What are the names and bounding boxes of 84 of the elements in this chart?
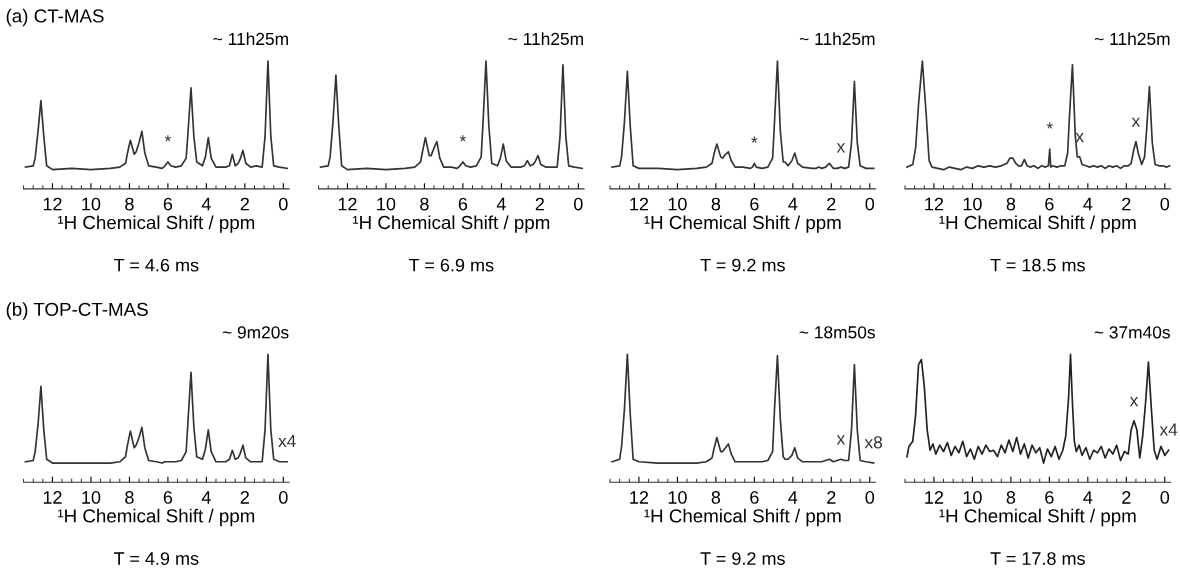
x-axis-title: ¹H Chemical Shift / ppm (353, 215, 550, 233)
x-tick-label: 4 (788, 197, 798, 211)
chart-subtitle: ~ 11h25m (1094, 32, 1170, 46)
x-tick-label: 8 (125, 491, 134, 504)
x-tick-label: 12 (43, 197, 62, 211)
x-tick-label: 6 (163, 197, 173, 211)
annotation: x4 (278, 435, 296, 448)
chart-subtitle: ~ 11h25m (508, 32, 583, 46)
text: T = 9.2 ms (700, 552, 785, 565)
annotation: x (1075, 132, 1084, 143)
x-tick-label: 10 (377, 197, 396, 211)
x-tick-label: 6 (750, 491, 759, 504)
x-tick-label: 2 (1122, 197, 1131, 211)
x-tick-label: 0 (1160, 197, 1170, 211)
x-tick-label: 2 (827, 491, 836, 504)
text: T = 18.5 ms (990, 258, 1085, 272)
chart-subtitle: ~ 11h25m (799, 32, 875, 46)
chart-title: (b) TOP-CT-MAS (6, 302, 148, 320)
text: T = 4.6 ms (114, 258, 199, 272)
chart-subtitle: ~ 9m20s (222, 326, 289, 339)
x-tick-label: 12 (925, 491, 944, 504)
chart-subtitle: ~ 37m40s (1094, 326, 1170, 339)
x-axis-title: ¹H Chemical Shift / ppm (58, 215, 255, 233)
x-tick-label: 4 (201, 197, 211, 211)
x-tick-label: 2 (240, 491, 249, 504)
annotation: x8 (864, 436, 883, 449)
chart-subtitle: ~ 11h25m (213, 32, 288, 46)
chart-title: (a) CT-MAS (6, 8, 104, 27)
x-tick-label: 0 (865, 197, 875, 211)
x-tick-label: 4 (1083, 491, 1093, 504)
x-tick-label: 2 (240, 197, 249, 211)
x-tick-label: 8 (420, 197, 429, 211)
x-tick-label: 10 (963, 491, 982, 504)
x-tick-label: 10 (963, 197, 982, 211)
x-axis-title: ¹H Chemical Shift / ppm (939, 508, 1136, 527)
x-tick-label: 8 (1006, 197, 1016, 211)
x-tick-label: 12 (43, 491, 62, 504)
x-tick-label: 6 (1045, 197, 1054, 211)
x-tick-label: 2 (827, 197, 836, 211)
chart-subtitle: ~ 18m50s (799, 326, 875, 339)
x-tick-label: 6 (750, 197, 759, 211)
x-tick-label: 10 (82, 197, 101, 211)
x-axis-title: ¹H Chemical Shift / ppm (644, 215, 841, 233)
x-axis-title: ¹H Chemical Shift / ppm (644, 508, 841, 527)
x-tick-label: 12 (630, 197, 649, 211)
x-tick-label: 10 (82, 491, 101, 504)
x-tick-label: 4 (496, 197, 506, 211)
x-tick-label: 8 (125, 197, 134, 211)
x-tick-label: 2 (1122, 491, 1131, 504)
x-tick-label: 0 (1160, 491, 1170, 504)
x-tick-label: 4 (201, 491, 211, 504)
x-tick-label: 0 (279, 197, 288, 211)
annotation: x (836, 435, 846, 445)
annotation: * (1046, 122, 1053, 129)
x-tick-label: 0 (574, 197, 583, 211)
x-tick-label: 2 (535, 197, 544, 211)
annotation: x4 (1159, 423, 1178, 436)
x-tick-label: 6 (458, 197, 468, 211)
x-tick-label: 6 (163, 491, 173, 504)
annotation: x (836, 143, 846, 153)
x-axis-title: ¹H Chemical Shift / ppm (58, 508, 255, 527)
text: T = 9.2 ms (700, 258, 785, 272)
x-tick-label: 10 (668, 491, 687, 504)
x-tick-label: 8 (711, 197, 721, 211)
x-tick-label: 8 (711, 491, 721, 504)
x-axis-title: ¹H Chemical Shift / ppm (939, 215, 1136, 233)
annotation: x (1129, 396, 1139, 407)
text: T = 4.9 ms (114, 552, 199, 565)
annotation: x (1131, 117, 1141, 127)
annotation: * (164, 135, 171, 142)
text: T = 17.8 ms (990, 552, 1085, 565)
x-tick-label: 0 (279, 491, 288, 504)
annotation: * (459, 135, 466, 142)
annotation: * (751, 136, 758, 143)
x-tick-label: 0 (865, 491, 875, 504)
x-tick-label: 10 (668, 197, 687, 211)
x-tick-label: 4 (1083, 197, 1093, 211)
x-tick-label: 8 (1006, 491, 1016, 504)
x-tick-label: 12 (630, 491, 649, 504)
x-tick-label: 12 (338, 197, 357, 211)
text: T = 6.9 ms (409, 258, 494, 272)
x-tick-label: 4 (788, 491, 798, 504)
x-tick-label: 12 (925, 197, 944, 211)
x-tick-label: 6 (1045, 491, 1054, 504)
